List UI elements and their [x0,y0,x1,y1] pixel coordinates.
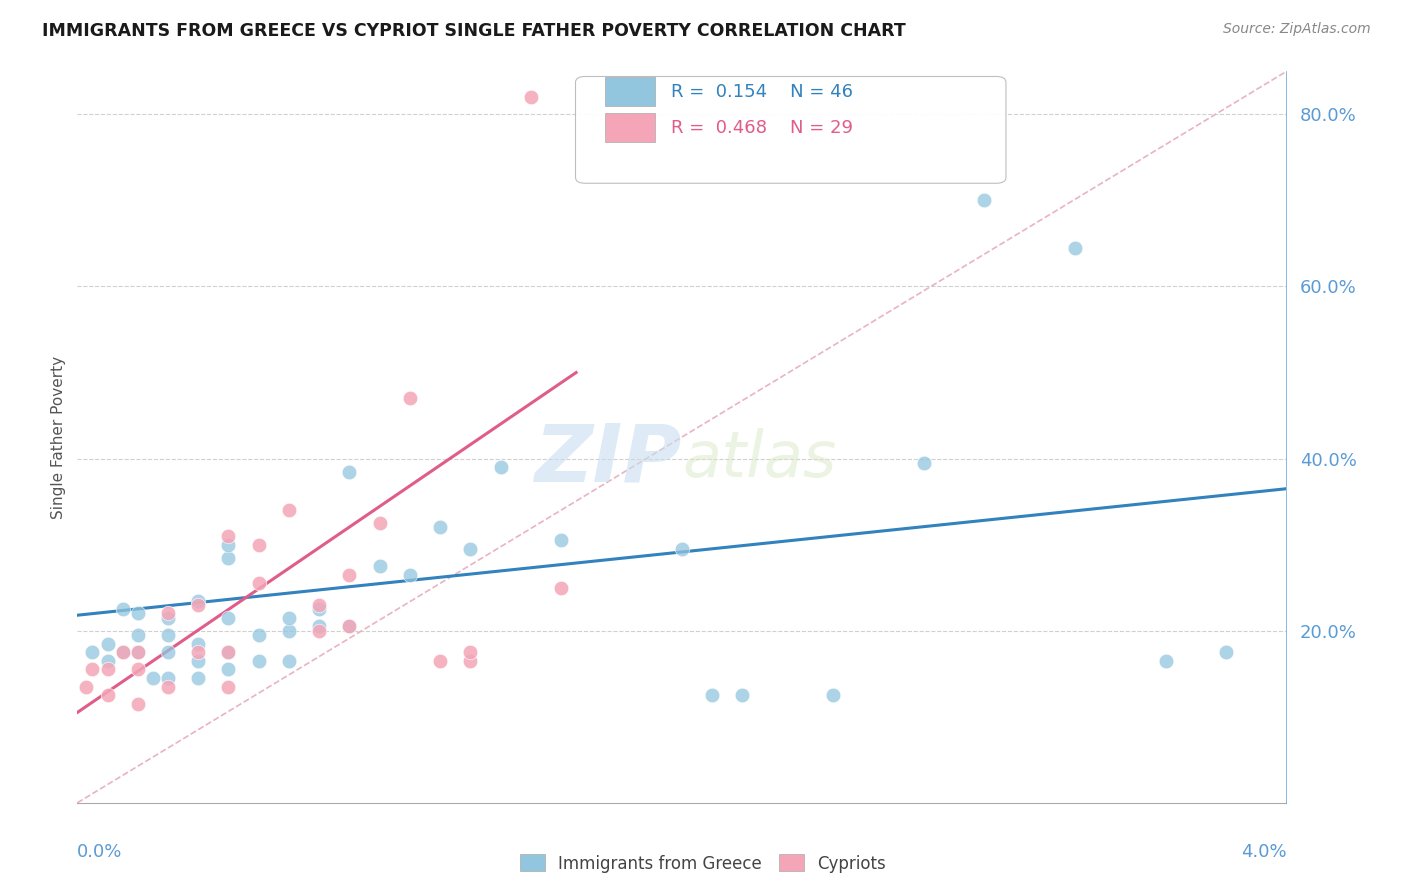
Point [82,662,104,676]
Point [96,688,118,702]
Point [218,529,240,543]
Point [339,619,360,633]
Point [187,671,209,685]
Point [1154,654,1177,668]
Point [429,654,451,668]
Point [82,645,104,659]
Point [973,194,995,208]
Point [96,637,118,651]
Point [247,538,270,552]
Point [187,593,209,607]
Text: R =  0.468    N = 29: R = 0.468 N = 29 [671,119,853,136]
Point [127,645,149,659]
Point [308,602,330,616]
Point [127,645,149,659]
Point [339,567,360,582]
Point [157,607,180,621]
Text: Source: ZipAtlas.com: Source: ZipAtlas.com [1223,22,1371,37]
Point [157,611,180,625]
Point [823,688,845,702]
Point [460,541,482,556]
Point [218,550,240,565]
Point [96,662,118,676]
Text: 0.0%: 0.0% [77,843,122,861]
Point [157,680,180,694]
Point [218,680,240,694]
Point [111,602,134,616]
Point [460,645,482,659]
Point [429,520,451,534]
Point [489,460,512,475]
Point [399,392,422,406]
Point [278,503,301,517]
Point [127,662,149,676]
Point [339,465,360,479]
Point [278,624,301,638]
Point [218,611,240,625]
Point [187,637,209,651]
Text: atlas: atlas [682,428,837,490]
Point [157,671,180,685]
Point [1215,645,1237,659]
Point [550,533,572,548]
Text: ZIP: ZIP [534,420,682,498]
Point [1064,241,1087,255]
Point [278,611,301,625]
Y-axis label: Single Father Poverty: Single Father Poverty [51,356,66,518]
Point [127,697,149,711]
Point [96,654,118,668]
Point [550,581,572,595]
Point [187,645,209,659]
Point [218,662,240,676]
Point [127,607,149,621]
Point [731,688,754,702]
Point [368,516,391,530]
Point [308,598,330,612]
Point [218,538,240,552]
Point [75,680,97,694]
Point [912,456,935,470]
FancyBboxPatch shape [575,77,1005,183]
Point [187,598,209,612]
Point [671,541,693,556]
Text: R =  0.154    N = 46: R = 0.154 N = 46 [671,83,853,101]
Point [111,645,134,659]
Point [142,671,165,685]
Point [157,645,180,659]
Point [247,576,270,591]
FancyBboxPatch shape [605,113,655,143]
Point [111,645,134,659]
Point [218,645,240,659]
Point [278,654,301,668]
Point [157,628,180,642]
Point [520,90,543,104]
FancyBboxPatch shape [605,78,655,106]
Point [308,624,330,638]
Point [218,645,240,659]
Text: IMMIGRANTS FROM GREECE VS CYPRIOT SINGLE FATHER POVERTY CORRELATION CHART: IMMIGRANTS FROM GREECE VS CYPRIOT SINGLE… [42,22,905,40]
Point [702,688,724,702]
Point [308,619,330,633]
Text: 4.0%: 4.0% [1241,843,1286,861]
Point [247,654,270,668]
Point [187,654,209,668]
Point [247,628,270,642]
Point [339,619,360,633]
Point [368,559,391,574]
Point [460,654,482,668]
Point [127,628,149,642]
Legend: Immigrants from Greece, Cypriots: Immigrants from Greece, Cypriots [513,847,893,880]
Point [399,567,422,582]
